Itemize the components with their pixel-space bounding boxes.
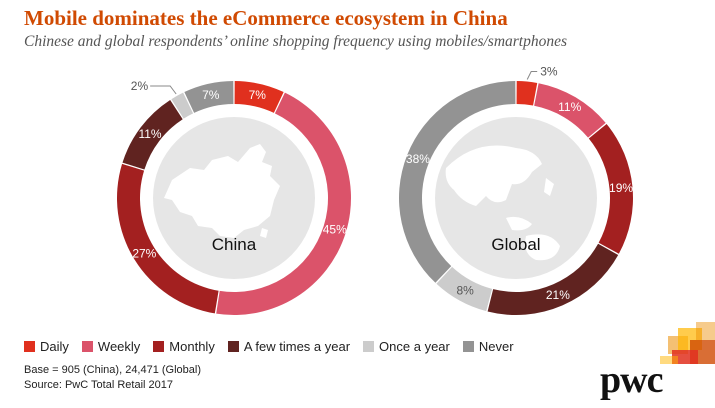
footnote-source: Source: PwC Total Retail 2017: [24, 379, 173, 391]
legend-label: Never: [478, 339, 514, 354]
slice-label: 7%: [249, 88, 267, 102]
slice-china-never: [184, 81, 234, 113]
legend: Daily Weekly Monthly A few times a year Once…: [24, 339, 514, 354]
slice-label: 21%: [546, 288, 570, 302]
legend-item-daily: Daily: [24, 339, 69, 354]
chart-subtitle: Chinese and global respondents’ online s…: [24, 33, 568, 50]
slice-global-a-few-times-a-year: [487, 243, 619, 315]
chart-title: Mobile dominates the eCommerce ecosystem…: [24, 6, 508, 30]
slice-china-once-a-year: [171, 92, 194, 119]
pwc-logo-icon: [660, 322, 715, 364]
slice-global-monthly: [588, 123, 633, 254]
slice-label: 38%: [406, 152, 430, 166]
center-label: Global: [491, 235, 540, 254]
legend-item-monthly: Monthly: [153, 339, 215, 354]
leader-line: [526, 71, 538, 80]
legend-item-once-a-year: Once a year: [363, 339, 450, 354]
slice-china-a-few-times-a-year: [122, 99, 183, 170]
pwc-logo-text: pwc: [600, 359, 663, 401]
legend-label: Monthly: [169, 339, 215, 354]
slice-label: 3%: [540, 65, 558, 79]
footnote-base: Base = 905 (China), 24,471 (Global): [24, 364, 202, 376]
slice-global-never: [399, 81, 516, 283]
legend-swatch: [81, 341, 93, 352]
legend-label: Once a year: [379, 339, 450, 354]
slice-label: 45%: [323, 222, 347, 236]
donut-global: 3% 11% 19% 21% 8% 38% Global: [399, 65, 633, 315]
legend-swatch: [462, 341, 474, 352]
slice-china-daily: [234, 81, 284, 113]
legend-item-never: Never: [462, 339, 514, 354]
slice-china-monthly: [116, 163, 219, 314]
donut-china: 7% 45% 27% 11% 2% 7% China: [116, 79, 351, 315]
slice-label: 27%: [132, 247, 156, 261]
legend-item-a-few-times-a-year: A few times a year: [227, 339, 351, 354]
legend-swatch: [153, 341, 165, 352]
slice-label: 11%: [558, 100, 581, 114]
legend-item-weekly: Weekly: [81, 339, 141, 354]
legend-label: Daily: [40, 339, 69, 354]
slice-label: 19%: [609, 181, 633, 195]
slice-china-weekly: [216, 92, 351, 315]
center-label: China: [212, 235, 257, 254]
legend-label: A few times a year: [243, 339, 351, 354]
donut-charts: 7% 45% 27% 11% 2% 7% China 3% 11% 19% 21% 8% 38% Glob…: [116, 65, 633, 315]
globe-asia-icon: [445, 145, 560, 261]
slice-global-daily: [516, 81, 538, 106]
legend-label: Weekly: [97, 339, 141, 354]
legend-swatch: [363, 341, 375, 352]
slice-label: 2%: [131, 79, 149, 93]
donut-center-disc: [435, 117, 597, 279]
legend-swatch: [24, 341, 35, 352]
china-map-icon: [164, 144, 280, 238]
legend-swatch: [227, 341, 239, 352]
slice-label: 8%: [457, 283, 475, 297]
slice-global-once-a-year: [436, 266, 493, 312]
slice-label: 11%: [138, 127, 161, 141]
slice-global-weekly: [534, 83, 606, 138]
leader-line: [150, 85, 177, 95]
slice-label: 7%: [202, 88, 220, 102]
